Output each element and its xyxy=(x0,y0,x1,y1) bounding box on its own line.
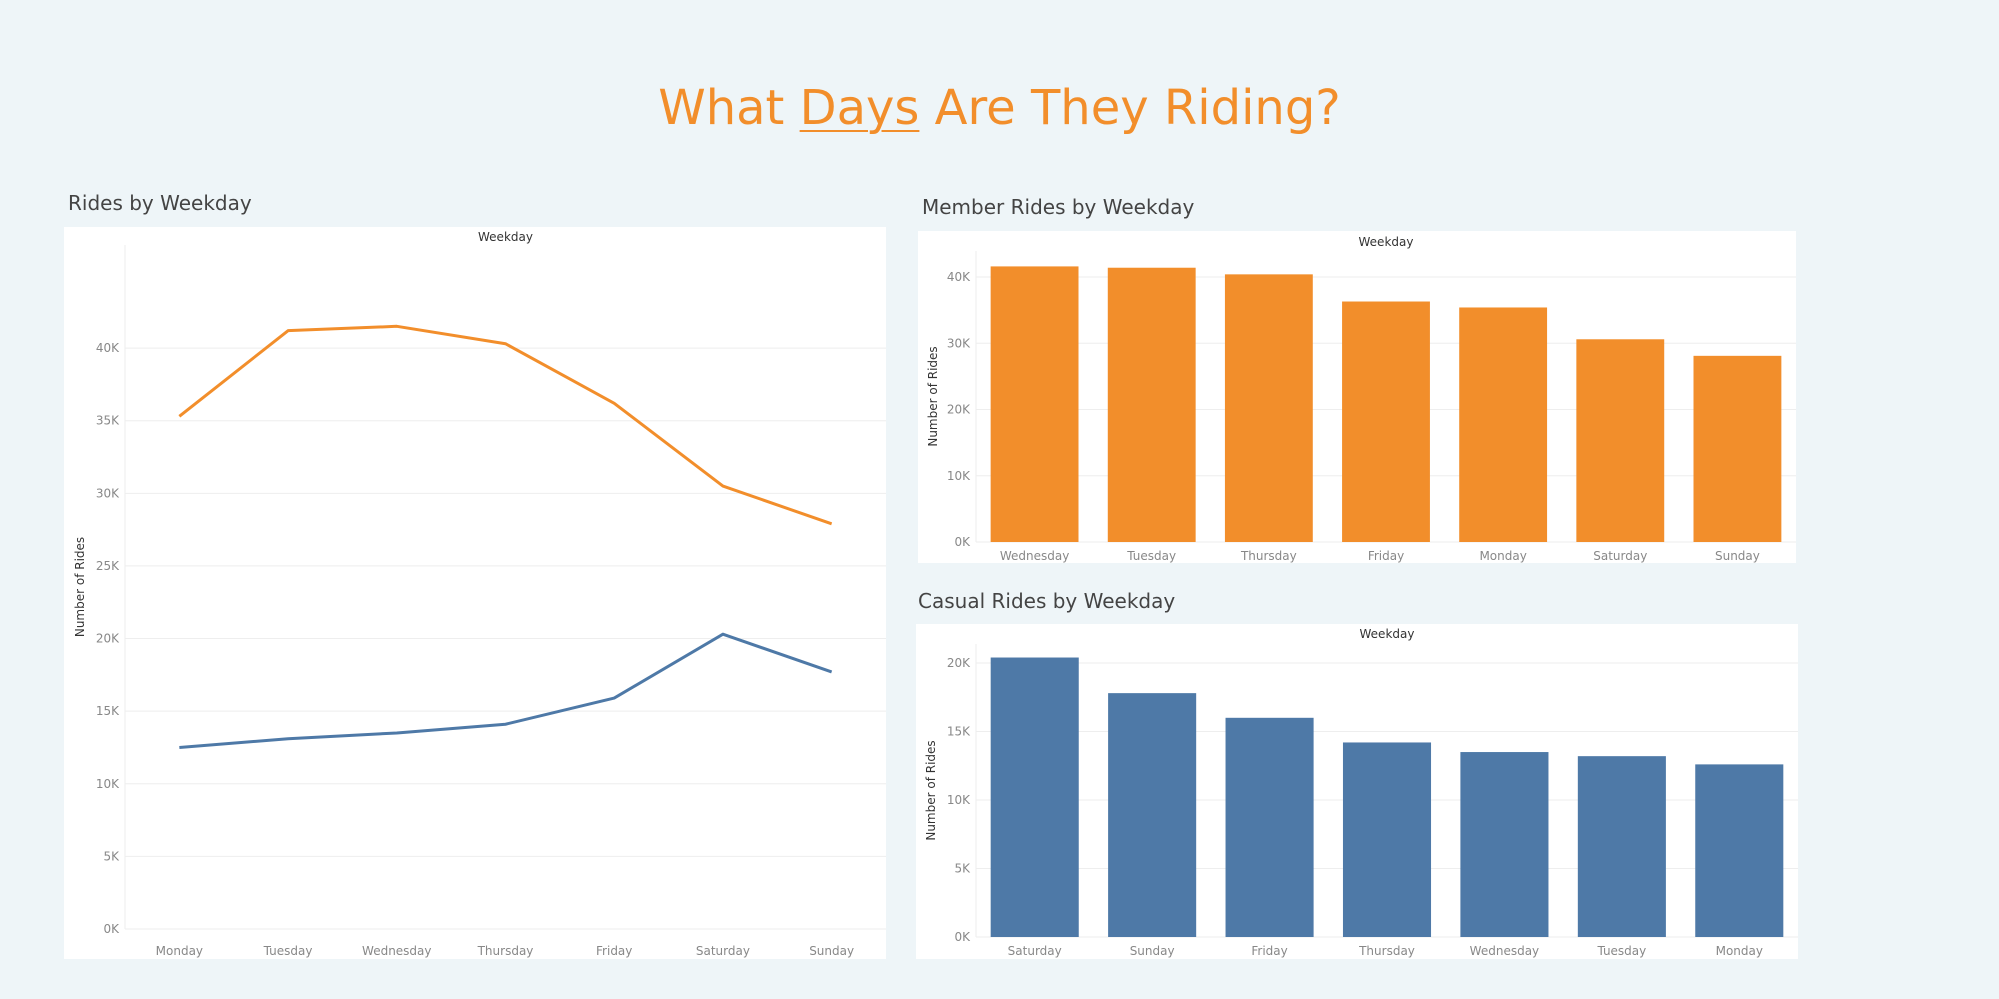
column-header: Weekday xyxy=(1360,627,1415,641)
y-tick-label: 25K xyxy=(96,559,120,573)
y-tick-label: 15K xyxy=(947,725,971,739)
y-tick-label: 5K xyxy=(103,849,120,863)
x-tick-label: Sunday xyxy=(1715,549,1760,563)
title-highlight: Days xyxy=(799,80,920,136)
dashboard-title: What Days Are They Riding? xyxy=(658,80,1341,136)
y-tick-label: 30K xyxy=(96,486,120,500)
x-tick-label: Sunday xyxy=(809,944,854,958)
x-tick-label: Friday xyxy=(1368,549,1404,563)
x-tick-label: Monday xyxy=(1479,549,1526,563)
bar xyxy=(1695,764,1784,937)
y-axis-title: Number of Rides xyxy=(924,740,938,840)
x-tick-label: Sunday xyxy=(1130,944,1175,958)
y-tick-label: 10K xyxy=(947,793,971,807)
x-tick-label: Thursday xyxy=(1358,944,1415,958)
y-tick-label: 0K xyxy=(954,535,971,549)
x-tick-label: Tuesday xyxy=(1126,549,1176,563)
bar xyxy=(1224,274,1313,542)
bar xyxy=(1459,307,1548,542)
x-tick-label: Wednesday xyxy=(362,944,431,958)
x-tick-label: Saturday xyxy=(696,944,750,958)
bar xyxy=(1225,717,1314,937)
x-tick-label: Tuesday xyxy=(263,944,313,958)
member-bar-chart-svg: Weekday 0K 10K 20K 30K 40K Number of Rides Wedn… xyxy=(926,235,1796,563)
member-chart-title: Member Rides by Weekday xyxy=(922,195,1195,219)
x-tick-label: Thursday xyxy=(477,944,534,958)
bar xyxy=(990,266,1079,542)
y-tick-label: 35K xyxy=(96,414,120,428)
y-tick-label: 30K xyxy=(947,336,971,350)
series-line xyxy=(179,632,833,749)
bar xyxy=(1576,339,1665,542)
x-tick-label: Tuesday xyxy=(1596,944,1646,958)
y-axis-title: Number of Rides xyxy=(73,537,87,637)
bar xyxy=(1108,693,1197,937)
x-tick-label: Wednesday xyxy=(1470,944,1539,958)
y-tick-label: 15K xyxy=(96,704,120,718)
y-tick-label: 40K xyxy=(947,270,971,284)
y-tick-label: 40K xyxy=(96,341,120,355)
series-line xyxy=(178,324,833,526)
x-tick-label: Monday xyxy=(156,944,203,958)
member-bar-chart: Weekday 0K 10K 20K 30K 40K Number of Rides Wedn… xyxy=(918,231,1796,563)
x-tick-label: Saturday xyxy=(1008,944,1062,958)
bar xyxy=(990,657,1079,937)
x-tick-label: Monday xyxy=(1716,944,1763,958)
rides-line-chart: Weekday 0K 5K 10K 15K 20K 25K 30K 35K 40K Number o… xyxy=(64,227,886,959)
x-tick-label: Thursday xyxy=(1240,549,1297,563)
x-tick-label: Saturday xyxy=(1593,549,1647,563)
bar xyxy=(1577,756,1666,937)
y-tick-label: 10K xyxy=(947,469,971,483)
rides-line-chart-svg: Weekday 0K 5K 10K 15K 20K 25K 30K 35K 40K Number o… xyxy=(73,230,886,958)
casual-bar-chart-svg: Weekday 0K 5K 10K 15K 20K Number of Rides Satur… xyxy=(924,627,1798,958)
column-header: Weekday xyxy=(1359,235,1414,249)
y-tick-label: 20K xyxy=(96,632,120,646)
bar xyxy=(1107,267,1196,542)
y-tick-label: 20K xyxy=(947,403,971,417)
casual-bar-chart: Weekday 0K 5K 10K 15K 20K Number of Rides Satur… xyxy=(916,624,1798,959)
x-tick-label: Friday xyxy=(596,944,632,958)
x-tick-label: Friday xyxy=(1251,944,1287,958)
bar xyxy=(1693,355,1782,542)
bar xyxy=(1342,742,1432,937)
y-tick-label: 5K xyxy=(954,862,971,876)
bar xyxy=(1342,301,1430,542)
bar xyxy=(1460,752,1549,937)
y-tick-label: 0K xyxy=(103,922,120,936)
casual-chart-title: Casual Rides by Weekday xyxy=(918,589,1176,613)
x-tick-label: Wednesday xyxy=(1000,549,1069,563)
y-axis-title: Number of Rides xyxy=(926,346,940,446)
y-tick-label: 20K xyxy=(947,656,971,670)
rides-chart-title: Rides by Weekday xyxy=(68,191,252,215)
y-tick-label: 10K xyxy=(96,777,120,791)
y-tick-label: 0K xyxy=(954,930,971,944)
column-header: Weekday xyxy=(478,230,533,244)
